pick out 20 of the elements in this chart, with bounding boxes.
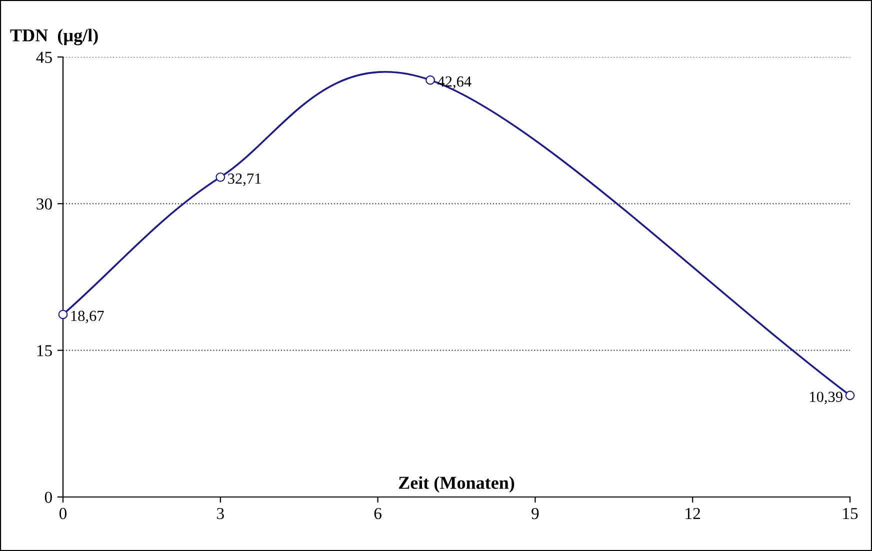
point (58, 310, 68, 320)
y-axis-title: TDN (µg/l) (10, 28, 98, 46)
x-tick-label: 3 (217, 508, 224, 520)
point (216, 172, 226, 182)
point (845, 390, 855, 400)
x-tick-label: 9 (532, 508, 539, 520)
x-axis-title: Zeit (Monaten) (398, 476, 514, 493)
y-tick-label: 45 (36, 52, 52, 63)
x-tick-label: 15 (843, 508, 858, 520)
y-tick-label: 15 (37, 345, 52, 356)
y-tick-label: 30 (36, 198, 52, 210)
x-tick-label: 6 (374, 508, 382, 520)
x-tick-label: 12 (686, 508, 700, 519)
data-label: 18,67 (71, 310, 104, 324)
y-tick-label: 0 (44, 492, 52, 503)
data-label: 42,64 (438, 76, 472, 89)
x-tick-label: 0 (59, 508, 67, 520)
point (426, 75, 435, 85)
data-label: 10,39 (810, 392, 842, 404)
data-label: 32,71 (228, 174, 261, 186)
